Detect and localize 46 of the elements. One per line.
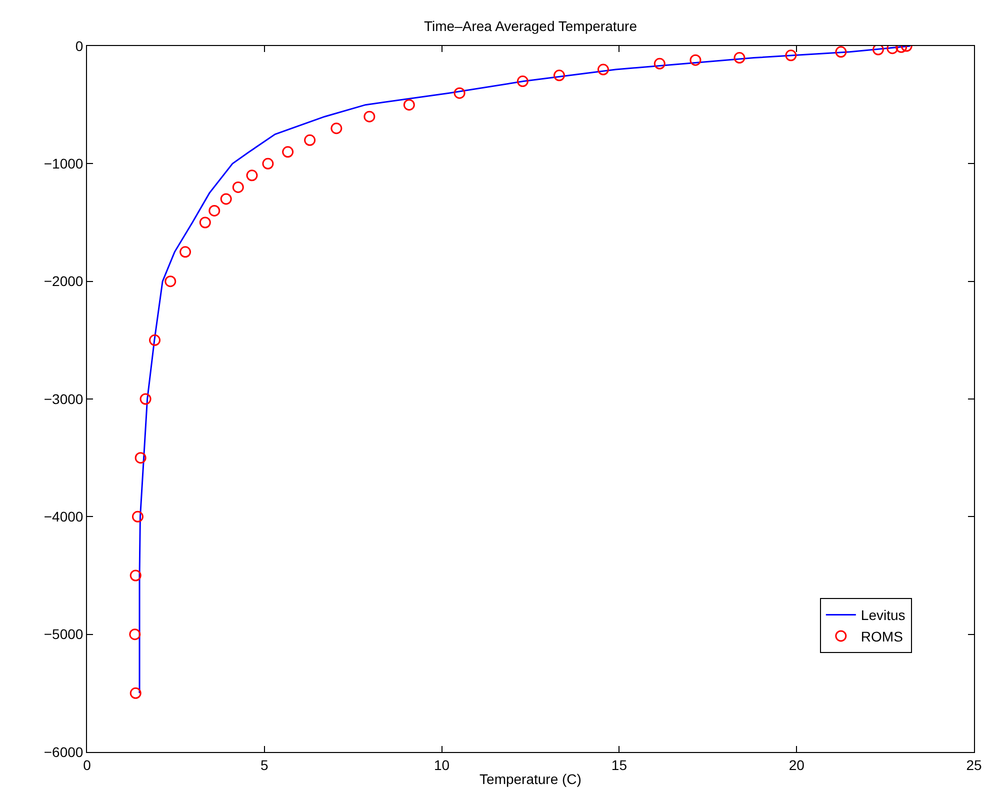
point [199,216,211,228]
point [282,146,294,158]
y-tick-label: −4000 [44,508,84,525]
y-tick-label: −5000 [44,626,84,642]
y-tick-label: −3000 [44,390,84,407]
point [734,52,746,64]
point [403,99,415,111]
y-tick-label: −1000 [44,156,84,172]
x-axis-title: Temperature (C) [480,771,582,788]
point [262,158,274,170]
point [246,170,258,182]
point [134,452,146,464]
point [597,64,609,76]
point [654,58,666,70]
point [553,70,565,82]
point [220,193,232,205]
point [304,134,316,146]
y-tick-label: −6000 [44,744,84,760]
x-tick-label: 15 [611,756,628,773]
point [690,54,702,66]
point [232,181,244,193]
y-tick-label: −2000 [44,273,84,290]
x-tick-label: 20 [788,756,805,773]
point [129,628,141,640]
point [130,570,142,582]
point [785,50,797,62]
point [835,46,847,58]
point [516,76,528,88]
x-tick-label: 10 [434,756,450,773]
point [164,276,176,288]
point [130,687,142,699]
chart-title: Time–Area Averaged Temperature [424,18,638,34]
point [132,510,144,522]
x-tick-label: 25 [966,756,982,773]
y-tick-label: 0 [75,38,84,54]
point [180,246,192,258]
point [149,334,161,346]
x-tick-label: 5 [260,756,268,773]
legend-label: Levitus [860,607,906,624]
point [872,46,884,56]
point [330,122,342,134]
point [454,87,466,99]
point [140,393,152,405]
point [208,204,220,216]
legend-label: ROMS [860,628,903,644]
point [364,110,376,122]
